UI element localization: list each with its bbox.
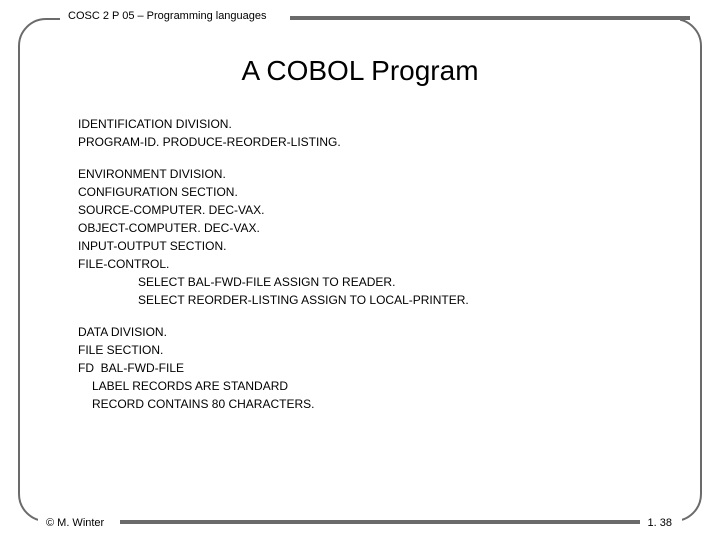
code-line: FILE SECTION. [78, 341, 660, 359]
copyright: © M. Winter [42, 517, 108, 529]
code-line: ENVIRONMENT DIVISION. [78, 165, 660, 183]
code-block-3: DATA DIVISION. FILE SECTION. FD BAL-FWD-… [78, 323, 660, 413]
code-line: IDENTIFICATION DIVISION. [78, 115, 660, 133]
slide-title: A COBOL Program [0, 55, 720, 87]
code-line: OBJECT-COMPUTER. DEC-VAX. [78, 219, 660, 237]
code-line: INPUT-OUTPUT SECTION. [78, 237, 660, 255]
code-line: SELECT REORDER-LISTING ASSIGN TO LOCAL-P… [78, 291, 660, 309]
course-header: COSC 2 P 05 – Programming languages [64, 10, 271, 22]
code-line: DATA DIVISION. [78, 323, 660, 341]
page-number: 1. 38 [642, 517, 678, 529]
header-bar [290, 16, 690, 20]
code-block-1: IDENTIFICATION DIVISION. PROGRAM-ID. PRO… [78, 115, 660, 151]
code-line: PROGRAM-ID. PRODUCE-REORDER-LISTING. [78, 133, 660, 151]
code-line: FILE-CONTROL. [78, 255, 660, 273]
code-line: RECORD CONTAINS 80 CHARACTERS. [78, 395, 660, 413]
footer-bar [120, 520, 640, 524]
code-content: IDENTIFICATION DIVISION. PROGRAM-ID. PRO… [78, 115, 660, 427]
code-block-2: ENVIRONMENT DIVISION. CONFIGURATION SECT… [78, 165, 660, 309]
code-line: FD BAL-FWD-FILE [78, 359, 660, 377]
code-line: SELECT BAL-FWD-FILE ASSIGN TO READER. [78, 273, 660, 291]
code-line: CONFIGURATION SECTION. [78, 183, 660, 201]
code-line: SOURCE-COMPUTER. DEC-VAX. [78, 201, 660, 219]
code-line: LABEL RECORDS ARE STANDARD [78, 377, 660, 395]
